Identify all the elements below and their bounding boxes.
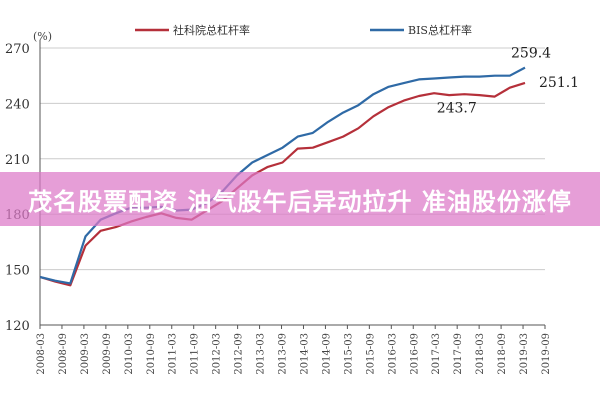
- x-tick-label: 2017-03: [431, 333, 442, 375]
- y-tick-label: 210: [5, 153, 30, 168]
- y-tick-label: 150: [5, 264, 30, 279]
- y-tick-label: 120: [5, 319, 30, 334]
- y-unit-label: (%): [33, 30, 52, 43]
- y-tick-label: 270: [5, 42, 30, 57]
- x-tick-label: 2019-03: [519, 333, 530, 375]
- x-tick-label: 2018-03: [475, 333, 486, 375]
- x-tick-label: 2016-03: [387, 333, 398, 375]
- headline-text[interactable]: 茂名股票配资 油气股午后异动拉升 准油股份涨停: [28, 187, 572, 216]
- x-tick-label: 2008-09: [58, 333, 69, 375]
- value-annotation: 259.4: [511, 46, 551, 62]
- x-tick-label: 2019-09: [541, 333, 552, 375]
- legend: 社科院总杠杆率 BIS总杠杆率: [135, 23, 472, 37]
- x-tick-label: 2013-09: [278, 333, 289, 375]
- x-tick-label: 2013-03: [256, 333, 267, 375]
- value-annotation: 251.1: [539, 75, 579, 91]
- x-tick-label: 2008-03: [36, 333, 47, 375]
- x-tick-label: 2016-09: [409, 333, 420, 375]
- x-tick-label: 2012-09: [234, 333, 245, 375]
- x-tick-label: 2014-03: [299, 333, 310, 375]
- x-tick-label: 2009-03: [80, 333, 91, 375]
- x-tick-label: 2009-09: [102, 333, 113, 375]
- legend-label: BIS总杠杆率: [408, 23, 472, 37]
- x-tick-label: 2010-03: [124, 333, 135, 375]
- x-tick-label: 2012-03: [212, 333, 223, 375]
- legend-label: 社科院总杠杆率: [173, 23, 250, 37]
- headline-banner[interactable]: 茂名股票配资 油气股午后异动拉升 准油股份涨停: [0, 172, 600, 226]
- y-tick-label: 240: [5, 97, 30, 112]
- value-annotation: 243.7: [437, 101, 477, 117]
- x-tick-label: 2015-09: [365, 333, 376, 375]
- x-tick-label: 2017-09: [453, 333, 464, 375]
- x-tick-label: 2015-03: [343, 333, 354, 375]
- x-tick-label: 2018-09: [497, 333, 508, 375]
- x-tick-label: 2011-09: [190, 333, 201, 375]
- x-tick-label: 2014-09: [321, 333, 332, 375]
- x-tick-label: 2011-03: [168, 333, 179, 375]
- x-tick-label: 2010-09: [146, 333, 157, 375]
